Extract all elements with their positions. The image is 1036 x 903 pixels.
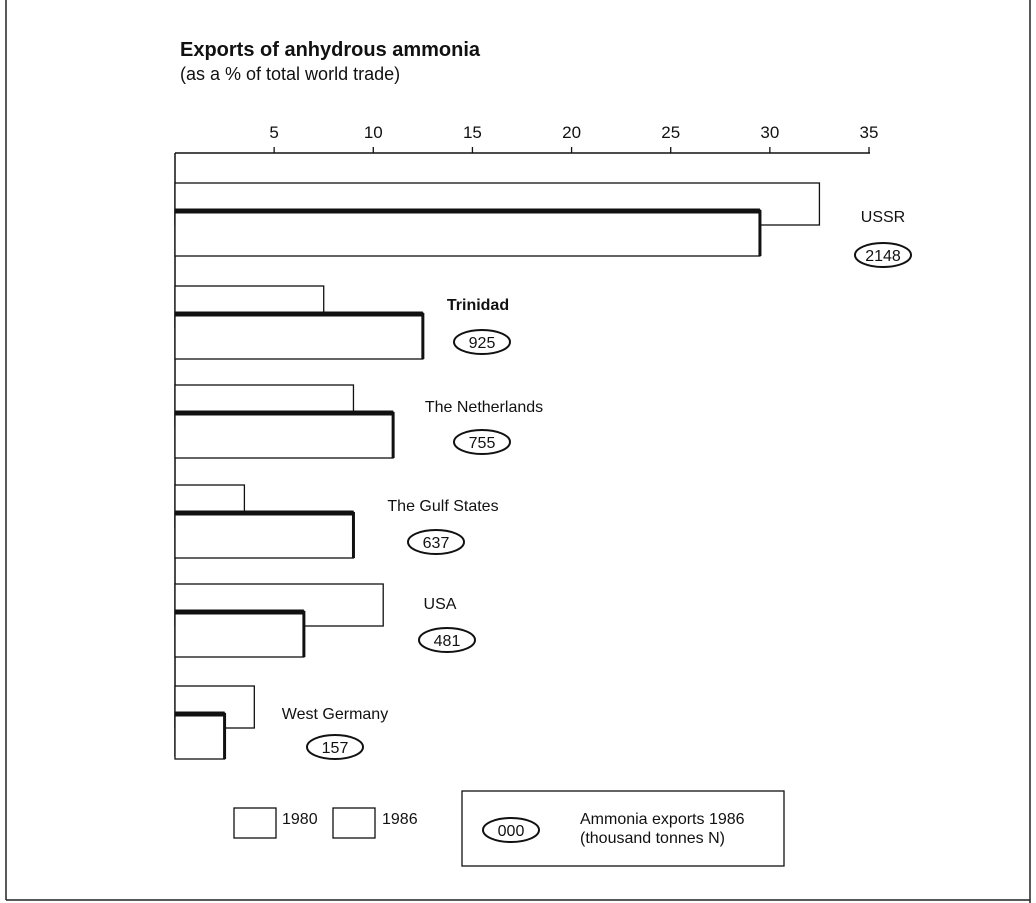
export-oval-trinidad	[453, 329, 511, 355]
x-tick-label-20: 20	[562, 123, 581, 142]
category-labels: USSR 2148 Trinidad 925 The Netherlands 755 The…	[282, 209, 912, 760]
export-value-the-gulf-states: 637	[423, 535, 450, 552]
bar-1986-trinidad	[174, 312, 424, 360]
legend-label-1986: 1986	[382, 811, 418, 828]
export-value-ussr: 2148	[865, 248, 901, 265]
export-oval-ussr	[854, 242, 912, 268]
x-tick-label-35: 35	[860, 123, 879, 142]
category-label-the-gulf-states: The Gulf States	[387, 498, 498, 515]
oval-legend-label-1: Ammonia exports 1986	[580, 811, 745, 828]
export-oval-the-gulf-states	[407, 529, 465, 555]
category-label-trinidad: Trinidad	[447, 297, 509, 314]
chart-title: Exports of anhydrous ammonia	[180, 39, 481, 61]
x-tick-label-25: 25	[661, 123, 680, 142]
legend-swatch-1980	[233, 807, 277, 839]
oval-legend-label-2: (thousand tonnes N)	[580, 830, 725, 847]
x-tick-label-30: 30	[760, 123, 779, 142]
export-value-usa: 481	[434, 633, 461, 650]
bar-1986-ussr	[174, 209, 761, 257]
chart-subtitle: (as a % of total world trade)	[180, 64, 400, 84]
legend-swatch-1986	[332, 807, 376, 839]
x-tick-label-15: 15	[463, 123, 482, 142]
x-tick-label-5: 5	[269, 123, 278, 142]
category-label-ussr: USSR	[861, 209, 905, 226]
bars	[174, 182, 821, 760]
bar-1986-usa	[174, 610, 305, 658]
oval-legend-sample-text: 000	[498, 823, 525, 840]
bar-1986-the-netherlands	[174, 411, 394, 459]
export-oval-west-germany	[306, 734, 364, 760]
legend: 1980 1986 000 Ammonia exports 1986 (thou…	[233, 790, 785, 867]
category-label-usa: USA	[424, 596, 457, 613]
oval-legend-sample	[482, 817, 540, 843]
export-oval-the-netherlands	[453, 429, 511, 455]
x-tick-label-10: 10	[364, 123, 383, 142]
export-oval-usa	[418, 627, 476, 653]
legend-label-1980: 1980	[282, 811, 318, 828]
bar-1986-west-germany	[174, 712, 226, 760]
export-value-the-netherlands: 755	[469, 435, 496, 452]
category-label-west-germany: West Germany	[282, 706, 388, 723]
bar-1986-the-gulf-states	[174, 511, 355, 559]
export-value-trinidad: 925	[469, 335, 496, 352]
x-ticks: 5 10 15 20 25 30 35	[269, 123, 878, 153]
category-label-the-netherlands: The Netherlands	[425, 399, 543, 416]
export-value-west-germany: 157	[322, 740, 349, 757]
